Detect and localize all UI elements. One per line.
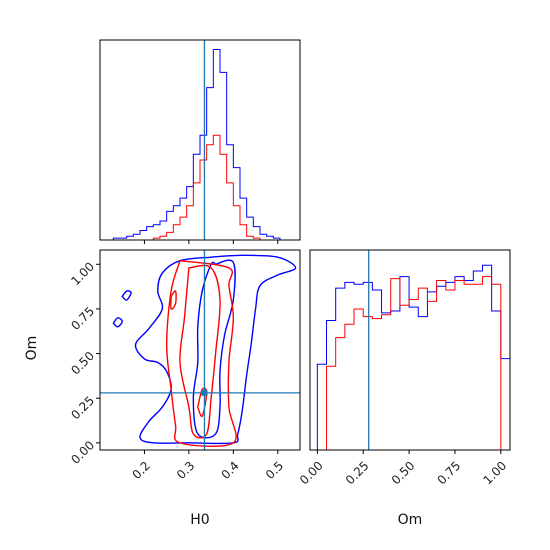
contour-ytick-label: 0.00 xyxy=(68,438,97,467)
contour-line-8 xyxy=(170,290,177,310)
contour|2-xtick-label: 0.3 xyxy=(174,459,197,482)
contour-line-6 xyxy=(179,264,221,439)
contour-frame xyxy=(99,249,301,451)
om-histogram-series-1 xyxy=(316,264,510,450)
contour-line-4 xyxy=(112,317,123,328)
h0-histogram-frame xyxy=(99,39,301,241)
om-histogram-panel: 0.00 0.25 0.50 0.75 1.00 xyxy=(297,249,511,488)
h0-histogram-series-2 xyxy=(100,134,300,240)
om-hist|1-xtick-label: 0.25 xyxy=(343,459,372,488)
x-axis-label-om: Om xyxy=(398,512,423,528)
om-hist|1-xtick-label: 0.50 xyxy=(389,459,418,488)
h0-histogram-series-1 xyxy=(100,49,300,240)
contour-ytick-label: 0.75 xyxy=(68,304,97,333)
h0-om-contour-panel: 0.2 0.3 0.4 0.5 0.00 0.25 0.50 0.75 1.00 xyxy=(68,249,301,482)
contour-ytick-label: 0.25 xyxy=(68,393,97,422)
truth-marker xyxy=(201,389,208,396)
om-hist|1-xtick-label: 1.00 xyxy=(481,459,510,488)
contour-ytick-label: 0.50 xyxy=(68,349,97,378)
contour-line-1 xyxy=(134,254,297,445)
om-hist|1-xtick-label: 0.00 xyxy=(297,459,326,488)
contour-line-5 xyxy=(165,260,237,447)
om-histogram-frame xyxy=(309,249,511,451)
om-hist|1-xtick-label: 0.75 xyxy=(435,459,464,488)
om-histogram-series-2 xyxy=(317,276,510,450)
y-axis-label-om: Om xyxy=(24,336,40,361)
x-axis-label-h0: H0 xyxy=(190,512,209,528)
contour-line-2 xyxy=(192,259,236,439)
contour|2-xtick-label: 0.4 xyxy=(218,459,241,482)
h0-histogram-panel xyxy=(99,39,301,244)
contour|2-xtick-label: 0.2 xyxy=(130,459,153,482)
contour-ytick-label: 1.00 xyxy=(68,259,97,288)
contour|2-xtick-label: 0.5 xyxy=(263,459,286,482)
contour-line-3 xyxy=(121,290,132,301)
